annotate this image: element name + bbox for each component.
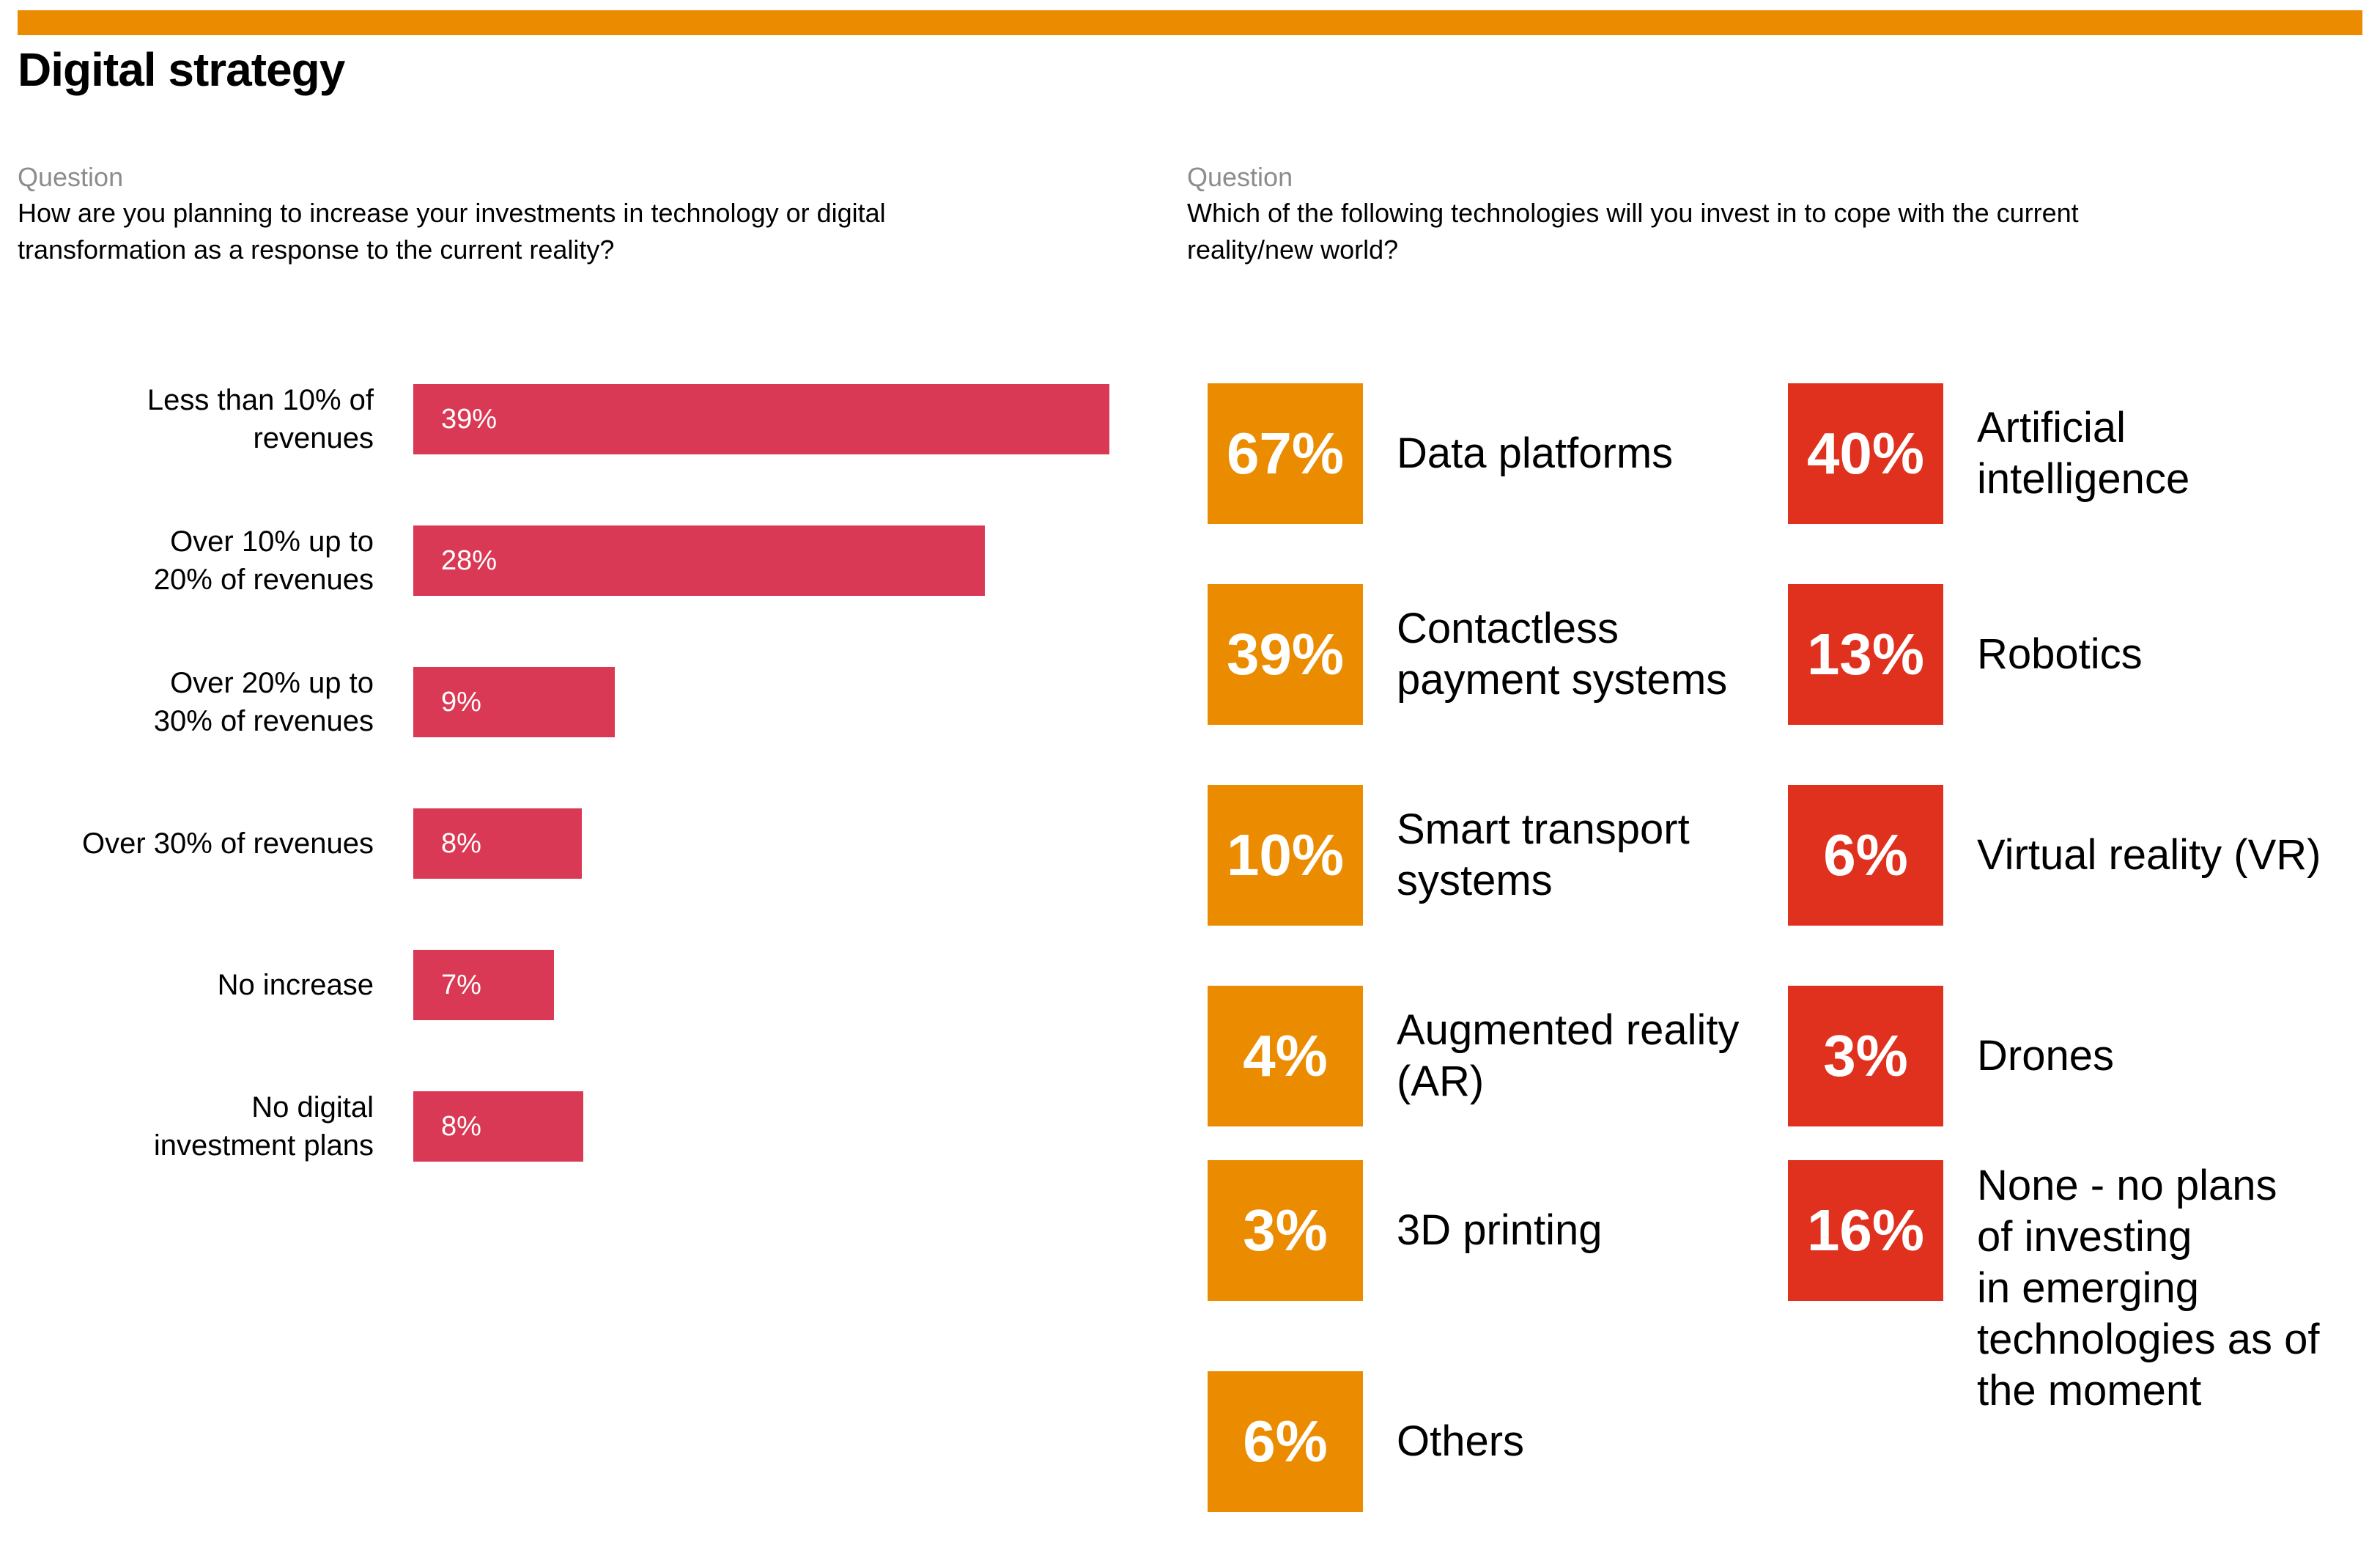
- bar: 28%: [413, 525, 985, 596]
- stat-box: 3%: [1788, 986, 1943, 1126]
- bar-track: 7%: [413, 950, 1146, 1020]
- bar-category-label: No digital investment plans: [153, 1091, 374, 1162]
- page-title: Digital strategy: [18, 43, 345, 96]
- bar-row: No digital investment plans 8%: [0, 1091, 1190, 1162]
- stat-box: 3%: [1208, 1160, 1363, 1301]
- stat-value: 3%: [1243, 1198, 1328, 1263]
- stat-label: Augmented reality (AR): [1397, 1006, 1740, 1105]
- stat-value: 6%: [1243, 1409, 1328, 1474]
- bar: 8%: [413, 808, 582, 879]
- stat-label: Contactless payment systems: [1397, 605, 1728, 704]
- stat-value: 67%: [1226, 421, 1345, 486]
- left-question-text: How are you planning to increase your in…: [18, 198, 886, 265]
- bar-row: Over 20% up to 30% of revenues 9%: [0, 667, 1190, 737]
- bar-track: 28%: [413, 525, 1146, 596]
- bar-value-label: 7%: [441, 969, 481, 1000]
- stat-label: Drones: [1977, 1032, 2114, 1080]
- left-question-block: Question How are you planning to increas…: [18, 160, 1117, 268]
- bar-row: Over 30% of revenues 8%: [0, 808, 1190, 879]
- bar-value-label: 8%: [441, 827, 481, 859]
- stat-value: 39%: [1226, 621, 1345, 687]
- stat-box: 16%: [1788, 1160, 1943, 1301]
- bar-category-label: Less than 10% of revenues: [147, 384, 374, 454]
- right-question-label: Question: [1187, 162, 1293, 192]
- bar: 39%: [413, 384, 1109, 454]
- bar-track: 39%: [413, 384, 1146, 454]
- stat-item: 6% Virtual reality (VR): [1788, 785, 2374, 926]
- stat-box: 6%: [1208, 1371, 1363, 1512]
- stat-item: 3% 3D printing: [1208, 1160, 1772, 1301]
- stat-box: 10%: [1208, 785, 1363, 926]
- stat-item: 16% None - no plans of investing in emer…: [1788, 1160, 2374, 1417]
- bar-track: 8%: [413, 1091, 1146, 1162]
- bar-row: Over 10% up to 20% of revenues 28%: [0, 525, 1190, 596]
- bar: 7%: [413, 950, 554, 1020]
- stat-item: 67% Data platforms: [1208, 383, 1772, 524]
- bar-value-label: 9%: [441, 686, 481, 717]
- right-question-block: Question Which of the following technolo…: [1187, 160, 2330, 268]
- stat-box: 4%: [1208, 986, 1363, 1126]
- stat-value: 6%: [1823, 822, 1908, 888]
- stat-box: 39%: [1208, 584, 1363, 725]
- accent-bar: [18, 10, 2362, 35]
- stat-item: 40% Artificial intelligence: [1788, 383, 2374, 524]
- stat-label: Data platforms: [1397, 429, 1674, 477]
- stat-box: 40%: [1788, 383, 1943, 524]
- stat-value: 40%: [1806, 421, 1925, 486]
- stat-box: 6%: [1788, 785, 1943, 926]
- bar-value-label: 8%: [441, 1110, 481, 1142]
- stat-label: Smart transport systems: [1397, 805, 1690, 904]
- bar-category-label: Over 20% up to 30% of revenues: [153, 667, 374, 737]
- right-question-text: Which of the following technologies will…: [1187, 198, 2079, 265]
- stat-label: Virtual reality (VR): [1977, 831, 2321, 879]
- bar-track: 9%: [413, 667, 1146, 737]
- bar-value-label: 39%: [441, 403, 498, 435]
- stat-item: 10% Smart transport systems: [1208, 785, 1772, 926]
- bar-category-label: Over 10% up to 20% of revenues: [153, 525, 374, 596]
- stat-item: 39% Contactless payment systems: [1208, 584, 1772, 725]
- stat-item: 13% Robotics: [1788, 584, 2374, 725]
- bar: 9%: [413, 667, 615, 737]
- stat-box: 13%: [1788, 584, 1943, 725]
- stat-value: 10%: [1226, 822, 1345, 888]
- bar-track: 8%: [413, 808, 1146, 879]
- left-question-label: Question: [18, 162, 124, 192]
- stat-label: 3D printing: [1397, 1206, 1603, 1254]
- bar: 8%: [413, 1091, 583, 1162]
- bar-row: No increase 7%: [0, 950, 1190, 1020]
- stat-label: Robotics: [1977, 630, 2143, 678]
- stat-item: 6% Others: [1208, 1371, 1772, 1512]
- stat-item: 3% Drones: [1788, 986, 2374, 1126]
- bar-category-label: No increase: [217, 969, 374, 1001]
- stat-label: Others: [1397, 1417, 1525, 1465]
- stat-item: 4% Augmented reality (AR): [1208, 986, 1772, 1126]
- stat-value: 13%: [1806, 621, 1925, 687]
- bar-category-label: Over 30% of revenues: [82, 827, 374, 860]
- stat-value: 4%: [1243, 1023, 1328, 1088]
- stat-value: 16%: [1806, 1198, 1925, 1263]
- bar-row: Less than 10% of revenues 39%: [0, 384, 1190, 454]
- stat-label: Artificial intelligence: [1977, 404, 2190, 503]
- stat-label: None - no plans of investing in emerging…: [1977, 1162, 2320, 1414]
- bar-value-label: 28%: [441, 545, 498, 576]
- stat-value: 3%: [1823, 1023, 1908, 1088]
- stat-box: 67%: [1208, 383, 1363, 524]
